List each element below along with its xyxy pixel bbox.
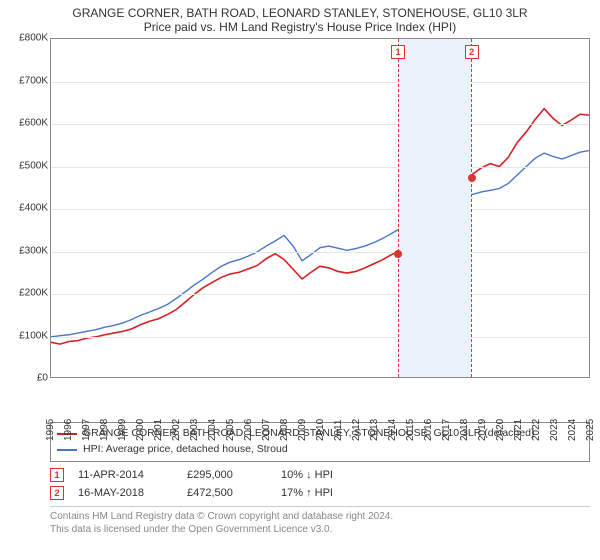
y-tick-label: £500K: [19, 160, 48, 171]
x-tick-label: 2002: [171, 419, 182, 441]
x-tick-label: 2021: [513, 419, 524, 441]
series-hpi: [51, 151, 589, 337]
footer: Contains HM Land Registry data © Crown c…: [50, 506, 590, 536]
x-tick-label: 2004: [207, 419, 218, 441]
marker-box: 1: [391, 45, 405, 59]
x-tick-label: 2016: [423, 419, 434, 441]
plot-area: 12: [50, 38, 590, 378]
legend-swatch: [57, 449, 77, 451]
x-tick-label: 2023: [549, 419, 560, 441]
x-tick-label: 1996: [63, 419, 74, 441]
x-axis: 1995199619971998199920002001200220032004…: [50, 378, 590, 418]
y-axis: £0£100K£200K£300K£400K£500K£600K£700K£80…: [6, 38, 50, 378]
marker-box: 2: [465, 45, 479, 59]
sales-annotations: 1 11-APR-2014 £295,000 10% ↓ HPI 2 16-MAY-201…: [50, 466, 590, 502]
y-tick-label: £100K: [19, 330, 48, 341]
x-tick-label: 2015: [405, 419, 416, 441]
y-tick-label: £600K: [19, 118, 48, 129]
x-tick-label: 2008: [279, 419, 290, 441]
x-tick-label: 2010: [315, 419, 326, 441]
annotation-pct: 10% ↓ HPI: [281, 469, 371, 481]
x-tick-label: 2025: [585, 419, 596, 441]
x-tick-label: 2020: [495, 419, 506, 441]
x-tick-label: 2011: [333, 419, 344, 441]
x-tick-label: 2012: [351, 419, 362, 441]
x-tick-label: 2009: [297, 419, 308, 441]
x-tick-label: 2024: [567, 419, 578, 441]
x-tick-label: 2019: [477, 419, 488, 441]
chart-title: GRANGE CORNER, BATH ROAD, LEONARD STANLE…: [6, 6, 594, 20]
annotation-pct: 17% ↑ HPI: [281, 487, 371, 499]
legend-label: HPI: Average price, detached house, Stro…: [83, 442, 288, 458]
x-tick-label: 1995: [45, 419, 56, 441]
x-tick-label: 2017: [441, 419, 452, 441]
x-tick-label: 2013: [369, 419, 380, 441]
x-tick-label: 1997: [81, 419, 92, 441]
x-tick-label: 2022: [531, 419, 542, 441]
annotation-date: 16-MAY-2018: [78, 487, 173, 499]
series-property: [51, 109, 589, 344]
annotation-row: 1 11-APR-2014 £295,000 10% ↓ HPI: [50, 466, 590, 484]
chart-subtitle: Price paid vs. HM Land Registry's House …: [6, 20, 594, 34]
sale-point: [394, 250, 402, 258]
annotation-price: £295,000: [187, 469, 267, 481]
annotation-price: £472,500: [187, 487, 267, 499]
annotation-marker: 1: [50, 468, 64, 482]
y-tick-label: £0: [37, 373, 48, 384]
x-tick-label: 2007: [261, 419, 272, 441]
y-tick-label: £200K: [19, 288, 48, 299]
annotation-marker: 2: [50, 486, 64, 500]
x-tick-label: 1998: [99, 419, 110, 441]
x-tick-label: 2014: [387, 419, 398, 441]
y-tick-label: £800K: [19, 33, 48, 44]
legend-item: HPI: Average price, detached house, Stro…: [57, 442, 583, 458]
x-tick-label: 2003: [189, 419, 200, 441]
highlight-band: [398, 39, 472, 377]
y-tick-label: £700K: [19, 75, 48, 86]
footer-line2: This data is licensed under the Open Gov…: [50, 523, 590, 536]
x-tick-label: 2000: [135, 419, 146, 441]
annotation-date: 11-APR-2014: [78, 469, 173, 481]
annotation-row: 2 16-MAY-2018 £472,500 17% ↑ HPI: [50, 484, 590, 502]
chart-svg: [51, 39, 589, 377]
x-tick-label: 2001: [153, 419, 164, 441]
x-tick-label: 2006: [243, 419, 254, 441]
x-tick-label: 2018: [459, 419, 470, 441]
x-tick-label: 2005: [225, 419, 236, 441]
x-tick-label: 1999: [117, 419, 128, 441]
chart-area: £0£100K£200K£300K£400K£500K£600K£700K£80…: [6, 38, 594, 418]
y-tick-label: £400K: [19, 203, 48, 214]
footer-line1: Contains HM Land Registry data © Crown c…: [50, 510, 590, 523]
sale-point: [468, 174, 476, 182]
y-tick-label: £300K: [19, 245, 48, 256]
